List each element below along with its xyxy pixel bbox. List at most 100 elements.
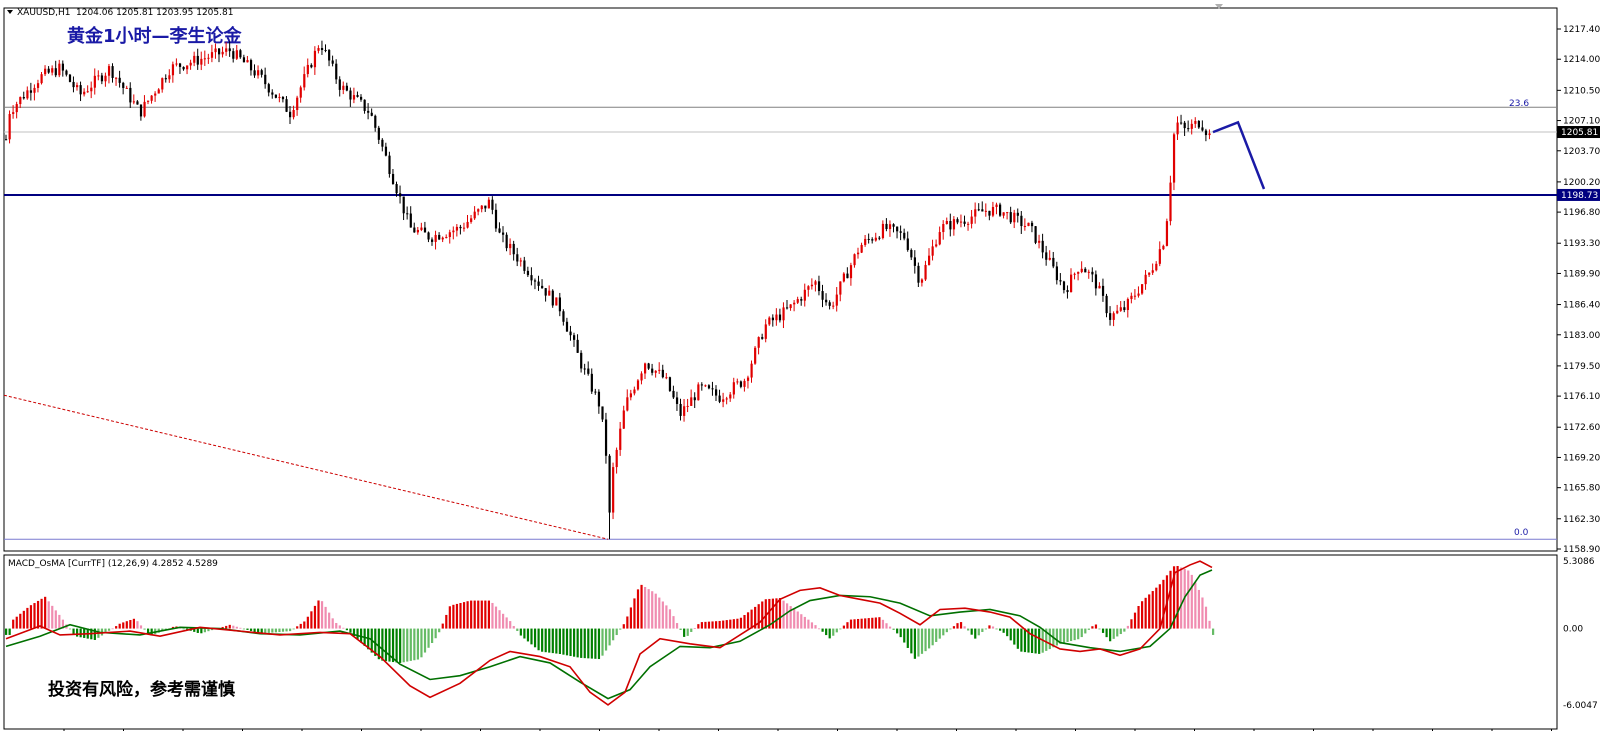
candle-body bbox=[654, 370, 657, 373]
candle-body bbox=[33, 87, 36, 93]
candle-body bbox=[1126, 299, 1129, 311]
candle-body bbox=[924, 264, 927, 280]
candle-body bbox=[1162, 245, 1165, 250]
macd-histogram-bar bbox=[232, 625, 235, 629]
candle-body bbox=[363, 99, 366, 111]
candle-body bbox=[427, 232, 430, 240]
candle-body bbox=[171, 64, 175, 76]
candle-body bbox=[107, 66, 111, 76]
candle-body bbox=[615, 449, 618, 468]
candle-body bbox=[22, 97, 25, 99]
macd-histogram-bar bbox=[512, 626, 515, 629]
macd-histogram-bar bbox=[40, 598, 43, 629]
candle-body bbox=[608, 455, 611, 513]
candle-body bbox=[612, 467, 615, 513]
trend-line[interactable] bbox=[3, 394, 609, 540]
macd-histogram-bar bbox=[1006, 628, 1009, 637]
macd-histogram-bar bbox=[345, 628, 348, 631]
candle-body bbox=[313, 50, 317, 68]
candle-body bbox=[115, 77, 118, 79]
candle-body bbox=[51, 68, 54, 73]
macd-histogram-bar bbox=[267, 628, 270, 633]
candle-body bbox=[1030, 222, 1034, 227]
candle-body bbox=[498, 228, 501, 233]
macd-histogram-bar bbox=[604, 628, 608, 651]
macd-histogram-bar bbox=[725, 620, 728, 629]
candle-body bbox=[445, 237, 448, 239]
macd-histogram-bar bbox=[757, 604, 760, 629]
shift-marker-icon[interactable] bbox=[1215, 4, 1223, 9]
candle-body bbox=[278, 96, 281, 98]
candle-body bbox=[1187, 128, 1190, 130]
macd-histogram-bar bbox=[242, 628, 246, 630]
macd-histogram-bar bbox=[537, 628, 540, 651]
candle-body bbox=[519, 260, 522, 262]
candle-body bbox=[1190, 123, 1193, 129]
candle-body bbox=[65, 70, 68, 75]
candle-body bbox=[36, 83, 40, 88]
candle-body bbox=[881, 223, 885, 239]
candle-body bbox=[743, 380, 746, 387]
macd-histogram-bar bbox=[789, 606, 792, 629]
macd-histogram-bar bbox=[409, 628, 412, 661]
candle-body bbox=[1137, 293, 1140, 296]
macd-histogram-bar bbox=[480, 600, 483, 629]
macd-histogram-bar bbox=[356, 628, 359, 640]
macd-histogram-bar bbox=[807, 619, 810, 629]
candle-body bbox=[1055, 266, 1058, 281]
candle-body bbox=[161, 78, 164, 90]
price-tick-label: 1176.10 bbox=[1563, 392, 1600, 402]
macd-histogram-bar bbox=[1133, 612, 1137, 629]
macd-header: MACD_OsMA [CurrTF] (12,26,9) 4.2852 4.52… bbox=[8, 559, 218, 569]
macd-histogram-bar bbox=[1194, 582, 1197, 629]
candle-body bbox=[328, 50, 331, 61]
candle-body bbox=[406, 213, 409, 215]
macd-histogram-bar bbox=[587, 628, 590, 659]
macd-histogram-bar bbox=[942, 628, 945, 636]
macd-histogram-bar bbox=[849, 619, 853, 629]
macd-tick-label: 5.3086 bbox=[1563, 557, 1595, 567]
forecast-arrow[interactable] bbox=[1212, 120, 1266, 190]
macd-histogram-bar bbox=[729, 619, 732, 629]
candle-body bbox=[1027, 222, 1030, 226]
candle-body bbox=[317, 48, 320, 51]
macd-histogram-bar bbox=[22, 610, 25, 629]
price-tick-label: 1193.30 bbox=[1563, 239, 1600, 249]
candle-body bbox=[683, 406, 686, 416]
candle-body bbox=[523, 260, 526, 271]
chevron-down-icon[interactable] bbox=[7, 10, 13, 14]
macd-histogram-bar bbox=[573, 628, 576, 657]
macd-histogram-bar bbox=[718, 620, 721, 629]
macd-histogram-bar bbox=[1091, 626, 1094, 629]
candle-body bbox=[849, 265, 853, 279]
macd-histogram-bar bbox=[1201, 597, 1204, 629]
macd-histogram-bar bbox=[835, 628, 838, 633]
candle-body bbox=[548, 290, 551, 296]
candle-body bbox=[239, 50, 242, 58]
macd-histogram-bar bbox=[438, 628, 441, 633]
symbol-header: XAUUSD,H1 1204.06 1205.81 1203.95 1205.8… bbox=[7, 8, 233, 18]
candle-body bbox=[800, 299, 803, 301]
fib-label-top: 23.6 bbox=[1509, 99, 1529, 109]
macd-histogram-bar bbox=[707, 621, 711, 629]
candle-body bbox=[136, 101, 139, 105]
candle-body bbox=[690, 397, 693, 406]
macd-histogram-bar bbox=[1048, 628, 1051, 650]
macd-histogram-bar bbox=[313, 605, 317, 629]
candle-body bbox=[817, 281, 821, 292]
candle-body bbox=[871, 239, 874, 241]
macd-histogram-bar bbox=[331, 618, 334, 629]
macd-histogram-bar bbox=[715, 621, 718, 629]
macd-histogram-bar bbox=[122, 622, 125, 629]
price-tick-label: 1203.70 bbox=[1563, 147, 1600, 157]
candle-body bbox=[739, 381, 743, 387]
candle-body bbox=[416, 229, 419, 233]
candle-body bbox=[604, 419, 608, 456]
macd-histogram-bar bbox=[33, 603, 36, 629]
candle-body bbox=[242, 57, 246, 63]
macd-histogram-bar bbox=[1176, 565, 1179, 629]
candle-body bbox=[257, 70, 260, 76]
candle-body bbox=[8, 114, 11, 140]
macd-histogram-bar bbox=[1013, 628, 1016, 645]
